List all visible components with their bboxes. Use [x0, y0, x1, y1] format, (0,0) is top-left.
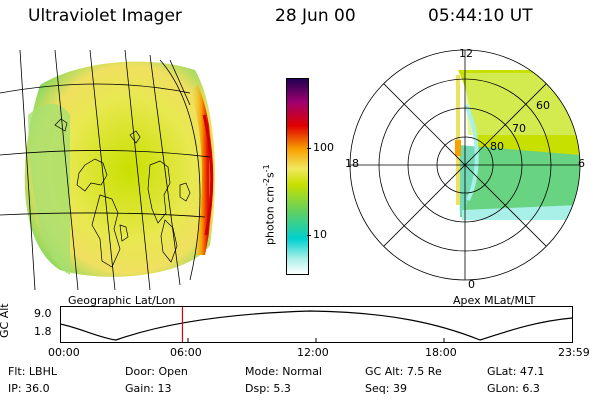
- timeline-xtick-2359: 23:59: [558, 346, 590, 359]
- altitude-curve: [60, 310, 573, 341]
- app-title: Ultraviolet Imager: [28, 6, 182, 26]
- lat-label-80: 80: [490, 140, 504, 153]
- coastline-outlines: [54, 118, 191, 268]
- geo-emission-region: [24, 61, 215, 277]
- lat-label-60: 60: [536, 99, 550, 112]
- status-door: Door: Open: [125, 365, 188, 378]
- geographic-image-panel: [0, 49, 215, 291]
- polar-plot: [349, 49, 581, 281]
- colorbar-tick-mark: [307, 235, 311, 236]
- colorbar: [286, 78, 309, 275]
- lat-label-70: 70: [512, 122, 526, 135]
- status-glon: GLon: 6.3: [487, 382, 540, 395]
- timeline-xtick-0000: 00:00: [48, 346, 80, 359]
- timeline-xtick-marks: [187, 338, 445, 343]
- timeline-plot: [60, 306, 573, 343]
- polar-emission-region: [455, 70, 580, 220]
- status-ip: IP: 36.0: [8, 382, 50, 395]
- status-mode: Mode: Normal: [245, 365, 322, 378]
- mlt-label-6: 6: [578, 157, 585, 170]
- timeline-frame: [60, 306, 573, 343]
- status-gc-alt: GC Alt: 7.5 Re: [365, 365, 442, 378]
- timeline-xtick-0600: 06:00: [170, 346, 202, 359]
- timeline-ylabel: GC Alt: [0, 303, 11, 338]
- colorbar-unit-label: photon cm-2s-1: [262, 164, 277, 245]
- status-seq: Seq: 39: [365, 382, 407, 395]
- timeline-ytick-min: 1.8: [34, 325, 52, 338]
- date-label: 28 Jun 00: [275, 6, 356, 26]
- colorbar-tick-mark: [307, 148, 311, 149]
- status-dsp: Dsp: 5.3: [245, 382, 291, 395]
- status-flt: Flt: LBHL: [8, 365, 57, 378]
- timeline-ytick-max: 9.0: [34, 307, 52, 320]
- mlt-label-18: 18: [345, 157, 359, 170]
- polar-panel-label: Apex MLat/MLT: [453, 294, 536, 307]
- mlt-label-12: 12: [459, 47, 473, 60]
- timeline-xtick-1800: 18:00: [425, 346, 457, 359]
- mlt-label-0: 0: [468, 278, 475, 291]
- time-label: 05:44:10 UT: [428, 6, 533, 26]
- timeline-xtick-1200: 12:00: [297, 346, 329, 359]
- polar-grid: [349, 49, 581, 281]
- status-glat: GLat: 47.1: [487, 365, 545, 378]
- status-gain: Gain: 13: [125, 382, 172, 395]
- geo-panel-label: Geographic Lat/Lon: [68, 294, 176, 307]
- colorbar-tick-100: 100: [313, 141, 334, 154]
- colorbar-tick-10: 10: [313, 228, 327, 241]
- geo-grid: [0, 49, 211, 291]
